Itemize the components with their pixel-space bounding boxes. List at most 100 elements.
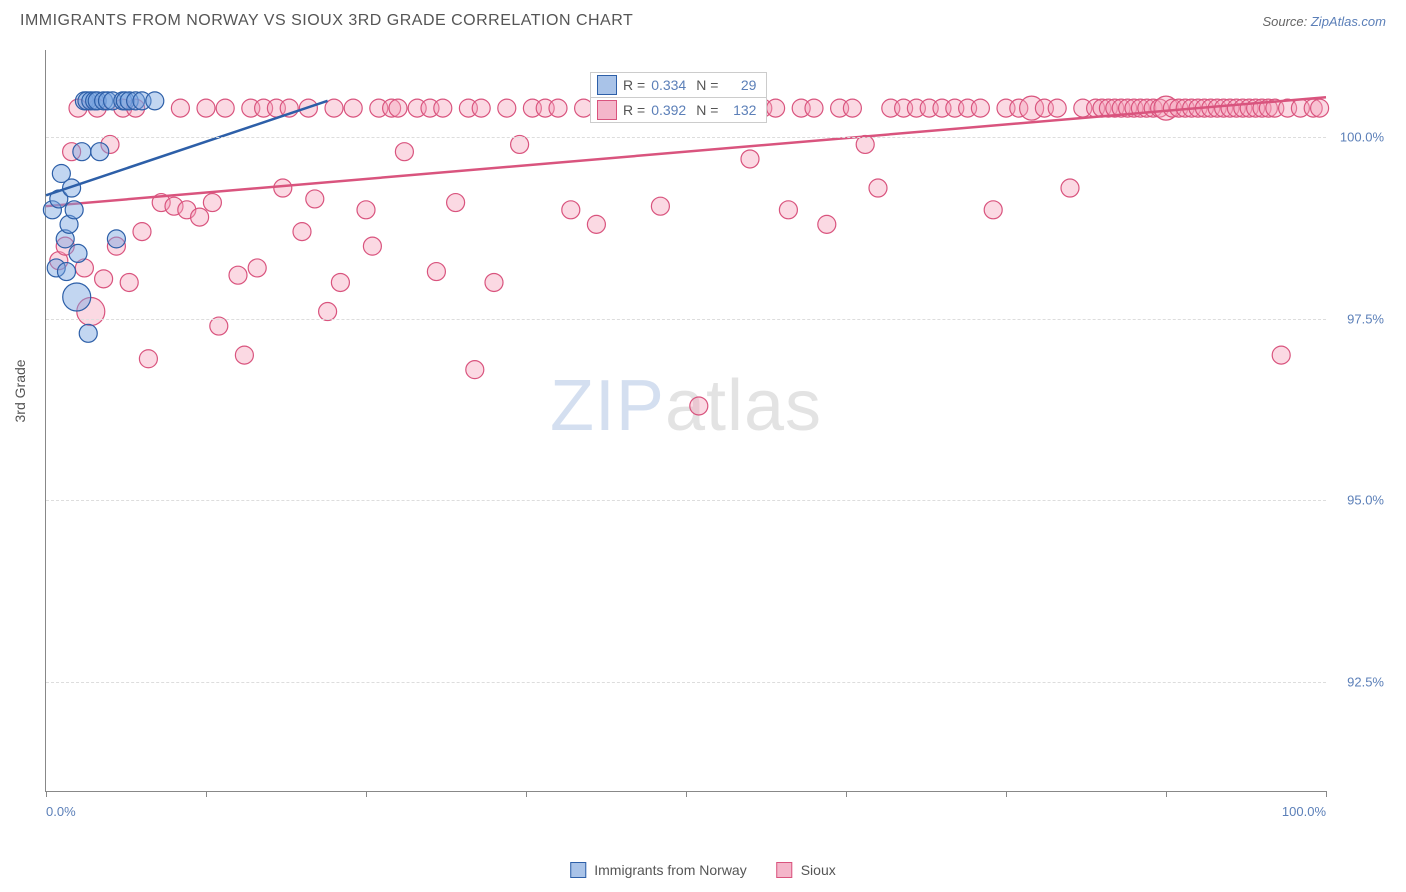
data-point bbox=[171, 99, 189, 117]
data-point bbox=[120, 273, 138, 291]
xtick-label-first: 0.0% bbox=[46, 804, 76, 819]
data-point bbox=[73, 143, 91, 161]
source-attribution: Source: ZipAtlas.com bbox=[1262, 14, 1386, 29]
xtick bbox=[46, 791, 47, 797]
inset-r-value: 0.392 bbox=[651, 102, 696, 118]
data-point bbox=[216, 99, 234, 117]
bottom-legend: Immigrants from Norway Sioux bbox=[570, 862, 836, 878]
data-point bbox=[248, 259, 266, 277]
legend-label-blue: Immigrants from Norway bbox=[594, 862, 746, 878]
data-point bbox=[767, 99, 785, 117]
data-point bbox=[191, 208, 209, 226]
ytick-label: 92.5% bbox=[1347, 675, 1384, 690]
data-point bbox=[1272, 346, 1290, 364]
data-point bbox=[843, 99, 861, 117]
data-point bbox=[293, 223, 311, 241]
legend-item-pink: Sioux bbox=[777, 862, 836, 878]
data-point bbox=[472, 99, 490, 117]
data-point bbox=[357, 201, 375, 219]
data-point bbox=[971, 99, 989, 117]
data-point bbox=[805, 99, 823, 117]
inset-r-value: 0.334 bbox=[651, 77, 696, 93]
gridline bbox=[46, 319, 1326, 320]
chart-title: IMMIGRANTS FROM NORWAY VS SIOUX 3RD GRAD… bbox=[20, 12, 633, 30]
xtick bbox=[526, 791, 527, 797]
source-link[interactable]: ZipAtlas.com bbox=[1311, 14, 1386, 29]
legend-item-blue: Immigrants from Norway bbox=[570, 862, 746, 878]
y-axis-label: 3rd Grade bbox=[12, 359, 28, 422]
gridline bbox=[46, 137, 1326, 138]
data-point bbox=[1311, 99, 1329, 117]
data-point bbox=[95, 270, 113, 288]
xtick bbox=[1006, 791, 1007, 797]
chart-container: ZIPatlas R =0.334N =29R =0.392N =132 92.… bbox=[45, 50, 1386, 822]
data-point bbox=[1048, 99, 1066, 117]
data-point bbox=[146, 92, 164, 110]
inset-row: R =0.392N =132 bbox=[591, 98, 766, 122]
inset-n-label: N = bbox=[696, 102, 724, 118]
data-point bbox=[434, 99, 452, 117]
inset-n-value: 29 bbox=[724, 77, 766, 93]
inset-row: R =0.334N =29 bbox=[591, 73, 766, 98]
data-point bbox=[869, 179, 887, 197]
data-point bbox=[203, 194, 221, 212]
data-point bbox=[229, 266, 247, 284]
data-point bbox=[549, 99, 567, 117]
ytick-label: 97.5% bbox=[1347, 311, 1384, 326]
gridline bbox=[46, 682, 1326, 683]
xtick bbox=[686, 791, 687, 797]
scatter-svg bbox=[46, 50, 1326, 791]
data-point bbox=[331, 273, 349, 291]
data-point bbox=[63, 283, 91, 311]
data-point bbox=[395, 143, 413, 161]
xtick bbox=[1166, 791, 1167, 797]
data-point bbox=[818, 215, 836, 233]
xtick bbox=[206, 791, 207, 797]
data-point bbox=[274, 179, 292, 197]
data-point bbox=[107, 230, 125, 248]
data-point bbox=[587, 215, 605, 233]
gridline bbox=[46, 500, 1326, 501]
data-point bbox=[427, 263, 445, 281]
data-point bbox=[139, 350, 157, 368]
data-point bbox=[235, 346, 253, 364]
header: IMMIGRANTS FROM NORWAY VS SIOUX 3RD GRAD… bbox=[0, 0, 1406, 38]
inset-r-label: R = bbox=[623, 102, 651, 118]
xtick bbox=[366, 791, 367, 797]
data-point bbox=[466, 361, 484, 379]
data-point bbox=[984, 201, 1002, 219]
data-point bbox=[485, 273, 503, 291]
xtick bbox=[1326, 791, 1327, 797]
xtick bbox=[846, 791, 847, 797]
legend-label-pink: Sioux bbox=[801, 862, 836, 878]
data-point bbox=[197, 99, 215, 117]
data-point bbox=[562, 201, 580, 219]
data-point bbox=[1061, 179, 1079, 197]
legend-swatch-pink bbox=[777, 862, 793, 878]
data-point bbox=[306, 190, 324, 208]
inset-n-value: 132 bbox=[724, 102, 766, 118]
inset-swatch bbox=[597, 100, 617, 120]
data-point bbox=[344, 99, 362, 117]
inset-n-label: N = bbox=[696, 77, 724, 93]
ytick-label: 100.0% bbox=[1340, 130, 1384, 145]
data-point bbox=[651, 197, 669, 215]
data-point bbox=[363, 237, 381, 255]
ytick-label: 95.0% bbox=[1347, 493, 1384, 508]
data-point bbox=[69, 244, 87, 262]
data-point bbox=[133, 223, 151, 241]
inset-r-label: R = bbox=[623, 77, 651, 93]
data-point bbox=[65, 201, 83, 219]
inset-swatch bbox=[597, 75, 617, 95]
inset-legend: R =0.334N =29R =0.392N =132 bbox=[590, 72, 767, 123]
data-point bbox=[690, 397, 708, 415]
source-prefix: Source: bbox=[1262, 14, 1310, 29]
plot-area: ZIPatlas R =0.334N =29R =0.392N =132 92.… bbox=[45, 50, 1326, 792]
data-point bbox=[389, 99, 407, 117]
data-point bbox=[91, 143, 109, 161]
data-point bbox=[498, 99, 516, 117]
xtick-label-last: 100.0% bbox=[1282, 804, 1326, 819]
data-point bbox=[447, 194, 465, 212]
data-point bbox=[79, 324, 97, 342]
data-point bbox=[779, 201, 797, 219]
